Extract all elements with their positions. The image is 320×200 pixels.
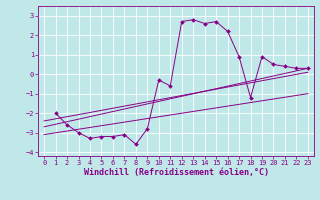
X-axis label: Windchill (Refroidissement éolien,°C): Windchill (Refroidissement éolien,°C) xyxy=(84,168,268,177)
